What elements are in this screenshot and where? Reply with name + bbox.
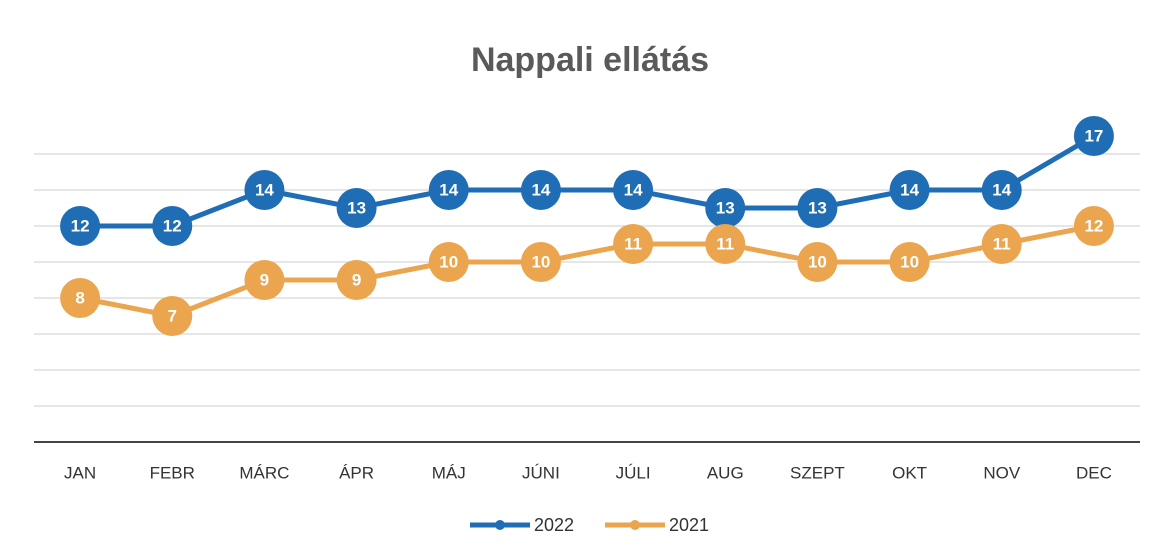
data-point	[60, 206, 101, 246]
data-point	[1073, 206, 1114, 246]
data-point	[520, 242, 561, 282]
data-point	[244, 170, 285, 210]
data-label: 12	[1084, 216, 1103, 235]
data-point	[981, 170, 1022, 210]
data-label: 10	[900, 252, 919, 271]
data-point	[428, 170, 469, 210]
data-label: 14	[900, 180, 919, 199]
chart-title: Nappali ellátás	[471, 41, 709, 79]
x-tick-label: ÁPR	[339, 463, 374, 482]
data-label: 13	[716, 198, 735, 217]
legend-marker	[630, 520, 640, 530]
data-label: 13	[347, 198, 366, 217]
data-point	[152, 206, 193, 246]
data-point	[152, 296, 193, 336]
data-point	[1073, 116, 1114, 156]
data-label: 7	[168, 306, 177, 325]
data-label: 11	[993, 234, 1011, 253]
data-point	[336, 188, 377, 228]
data-label: 10	[808, 252, 827, 271]
data-point	[613, 224, 654, 264]
data-point	[981, 224, 1022, 264]
x-tick-label: JÚLI	[616, 463, 651, 482]
series-line	[80, 133, 1096, 229]
legend-label: 2021	[669, 515, 709, 535]
data-point	[613, 170, 654, 210]
data-label: 9	[260, 270, 269, 289]
data-point	[244, 260, 285, 300]
data-point	[889, 242, 930, 282]
data-point	[60, 278, 101, 318]
legend-label: 2022	[534, 515, 574, 535]
data-label: 14	[255, 180, 274, 199]
data-point	[705, 188, 746, 228]
x-tick-label: NOV	[983, 463, 1021, 482]
data-label: 10	[439, 252, 458, 271]
x-tick-label: MÁJ	[432, 463, 466, 482]
x-tick-label: DEC	[1076, 463, 1112, 482]
data-point	[797, 242, 838, 282]
data-point	[705, 224, 746, 264]
data-label: 14	[992, 180, 1011, 199]
data-label: 17	[1084, 126, 1103, 145]
x-tick-label: OKT	[892, 463, 927, 482]
data-point	[797, 188, 838, 228]
series-line	[79, 223, 1095, 319]
data-label: 9	[352, 270, 361, 289]
legend-marker	[495, 520, 505, 530]
data-point	[520, 170, 561, 210]
x-tick-label: JAN	[64, 463, 96, 482]
data-point	[336, 260, 377, 300]
data-label: 13	[808, 198, 827, 217]
data-label: 10	[531, 252, 550, 271]
x-tick-label: JÚNI	[522, 463, 560, 482]
data-label: 14	[439, 180, 458, 199]
data-label: 14	[624, 180, 643, 199]
data-label: 14	[531, 180, 550, 199]
data-label: 11	[624, 234, 642, 253]
data-label: 8	[75, 288, 84, 307]
data-point	[889, 170, 930, 210]
data-point	[428, 242, 469, 282]
x-tick-label: FEBR	[150, 463, 195, 482]
x-tick-label: AUG	[707, 463, 744, 482]
data-label: 12	[71, 216, 90, 235]
data-label: 12	[163, 216, 182, 235]
data-label: 11	[716, 234, 734, 253]
x-tick-label: MÁRC	[239, 463, 289, 482]
x-tick-label: SZEPT	[790, 463, 845, 482]
